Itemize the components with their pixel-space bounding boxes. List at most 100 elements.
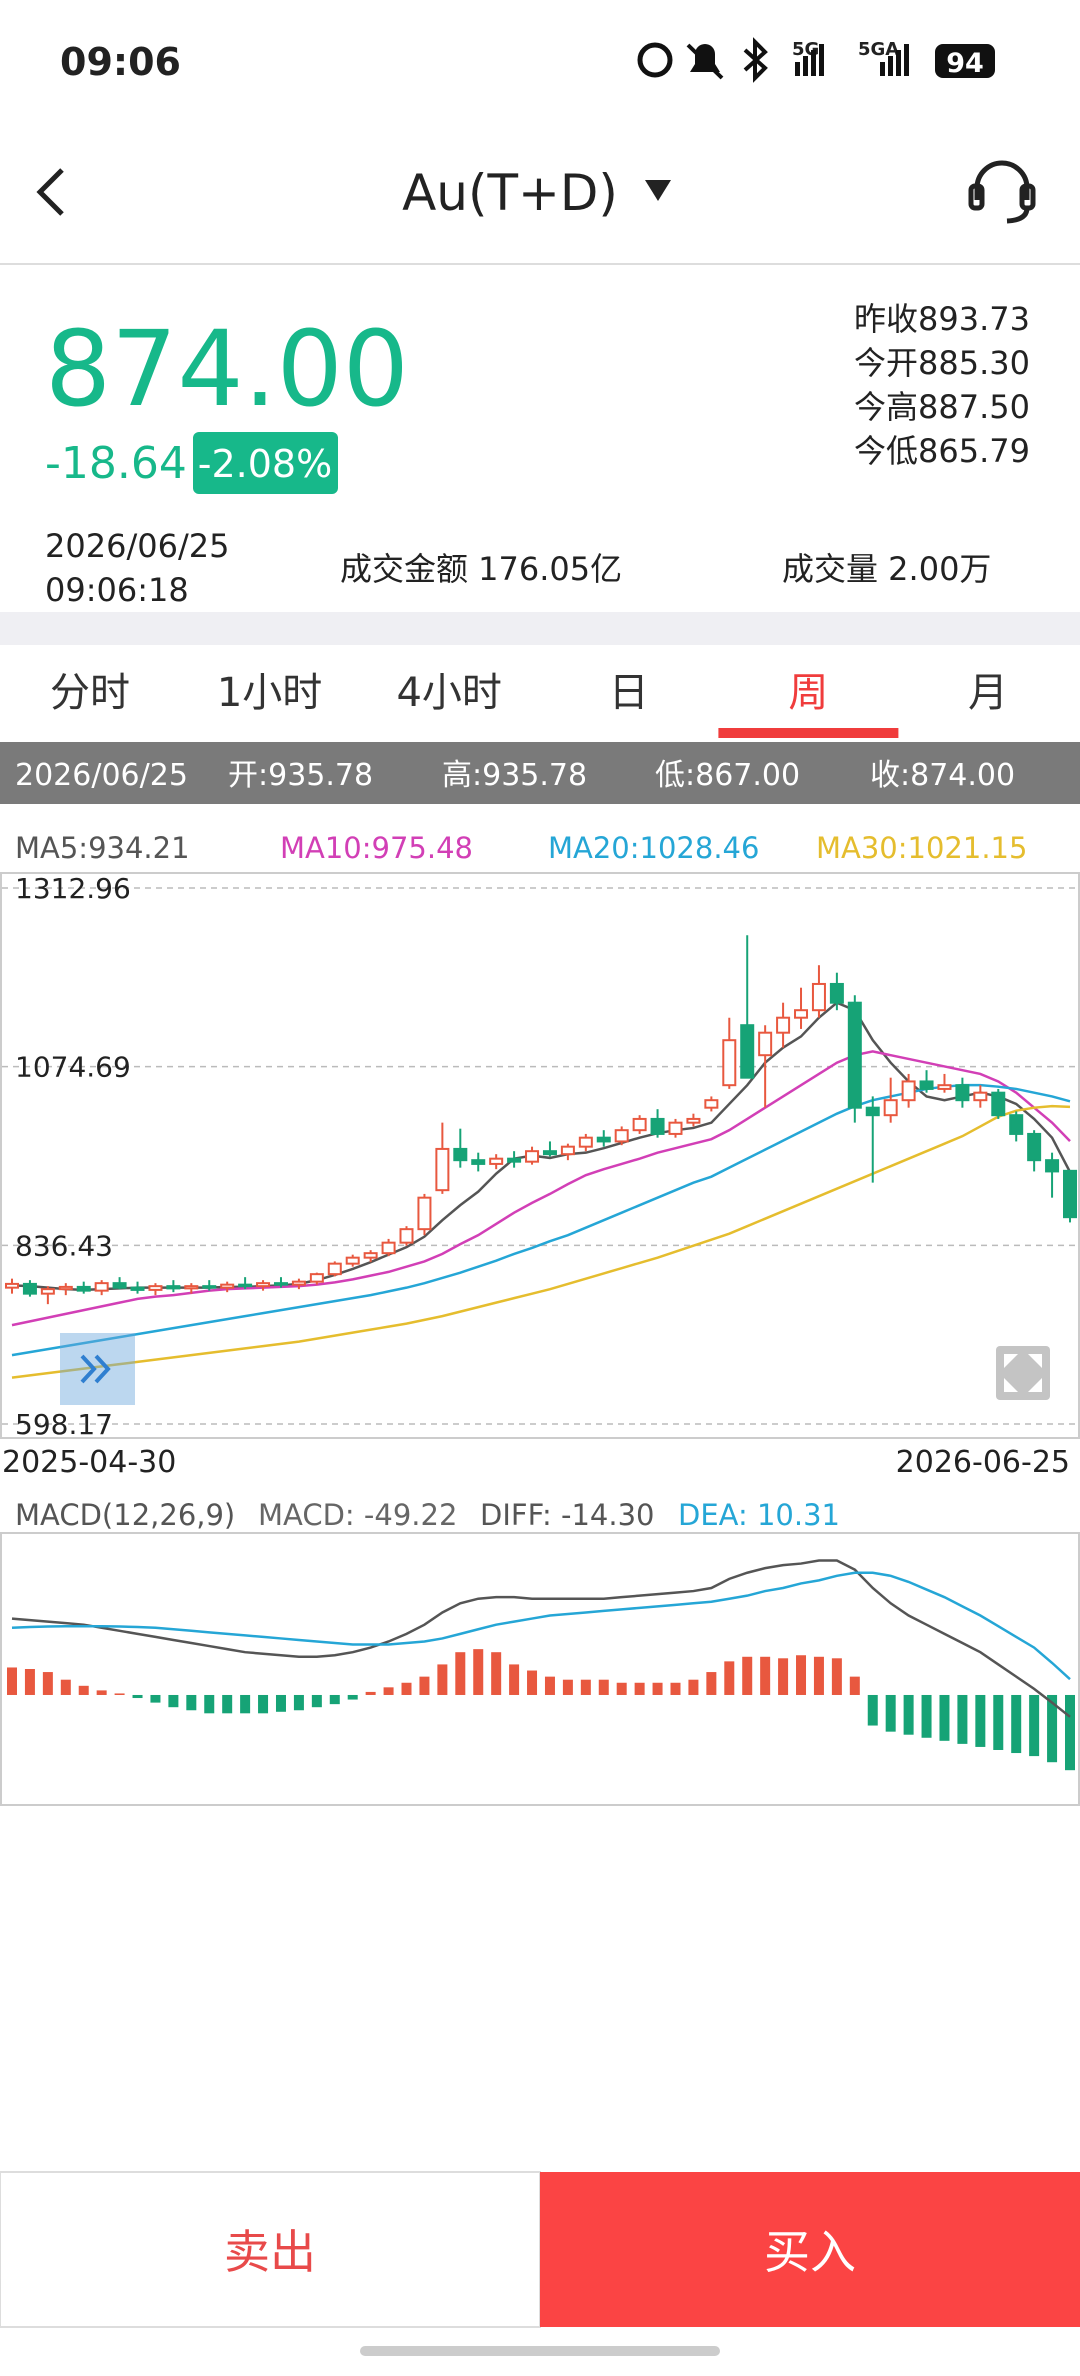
macd-bar	[419, 1676, 430, 1695]
tab[interactable]: 分时	[50, 670, 130, 716]
candle-body	[256, 1282, 271, 1288]
tab[interactable]: 4小时	[396, 670, 501, 716]
dropdown-arrow[interactable]	[645, 180, 671, 201]
macd-bar	[240, 1694, 251, 1714]
candle-body	[811, 982, 826, 1012]
candle-body	[345, 1256, 360, 1265]
candle-body	[40, 1288, 55, 1295]
macd-bar	[1047, 1694, 1058, 1763]
y-tick-label: 598.17	[15, 1408, 113, 1441]
info-close: 收:874.00	[870, 758, 1015, 793]
macd-line	[11, 1559, 1071, 1718]
macd-bar	[652, 1682, 663, 1695]
macd-bar	[957, 1694, 968, 1744]
ma-line	[11, 1050, 1071, 1327]
back-button[interactable]	[36, 168, 64, 216]
candle-body	[525, 1150, 540, 1163]
macd-bar	[491, 1652, 502, 1695]
macd-bar	[293, 1694, 304, 1711]
candle-body	[794, 1009, 809, 1019]
macd-bar	[186, 1694, 197, 1711]
candle-body	[955, 1084, 970, 1102]
low: 今低865.79	[854, 432, 1030, 470]
scroll-button[interactable]	[60, 1333, 135, 1405]
candle-body	[381, 1241, 396, 1255]
sell-label[interactable]: 卖出	[224, 2225, 316, 2279]
macd-bar	[78, 1685, 89, 1695]
macd-bar	[258, 1694, 269, 1714]
tab-indicator	[718, 728, 899, 738]
candle-body	[596, 1136, 611, 1143]
candle-body	[363, 1252, 378, 1259]
info-bar	[0, 742, 1080, 804]
macd-bar	[760, 1656, 771, 1695]
buy-button[interactable]	[540, 2172, 1080, 2327]
candle-body	[650, 1117, 665, 1135]
candle-body	[435, 1147, 450, 1192]
legend-entry: DEA: 10.31	[678, 1498, 840, 1532]
battery-level: 94	[946, 48, 984, 79]
macd-bar	[132, 1694, 143, 1699]
macd-bar	[813, 1656, 824, 1695]
y-tick-label: 1074.69	[15, 1051, 131, 1084]
candle-body	[704, 1099, 719, 1109]
volume: 成交量 2.00万	[782, 550, 991, 588]
candle-body	[489, 1157, 504, 1165]
macd-bar	[1029, 1694, 1040, 1757]
macd-bar	[204, 1694, 215, 1714]
candle-body	[919, 1080, 934, 1090]
legend-entry: MA5:934.21	[15, 831, 190, 865]
candle-body	[148, 1285, 163, 1291]
home-indicator	[360, 2346, 720, 2356]
macd-bar	[114, 1693, 125, 1695]
candle-body	[238, 1283, 253, 1288]
candle-body	[166, 1285, 181, 1290]
candle-body	[560, 1145, 575, 1156]
macd-bar	[473, 1649, 484, 1695]
macd-bar	[598, 1679, 609, 1695]
candle-body	[184, 1285, 199, 1290]
macd-bar	[401, 1682, 412, 1695]
tab[interactable]: 日	[609, 670, 649, 716]
info-low: 低:867.00	[655, 758, 800, 793]
macd-bar	[867, 1694, 878, 1726]
macd-bar	[527, 1670, 538, 1695]
sell-button[interactable]	[0, 2171, 541, 2328]
macd-bar	[831, 1658, 842, 1695]
candle-body	[578, 1136, 593, 1148]
legend-entry: MA30:1021.15	[816, 831, 1027, 865]
macd-bar	[939, 1694, 950, 1741]
macd-bar	[437, 1664, 448, 1695]
candle-body	[847, 1001, 862, 1109]
price-frame	[0, 872, 1080, 1439]
candle-body	[1063, 1169, 1077, 1219]
candle-body	[1009, 1114, 1024, 1135]
tab[interactable]: 月	[968, 670, 1008, 716]
macd-bar	[7, 1667, 17, 1695]
tab[interactable]: 1小时	[217, 670, 322, 716]
support-icon[interactable]	[968, 160, 1036, 224]
macd-frame	[0, 1532, 1080, 1806]
info-high: 高:935.78	[442, 758, 587, 793]
spacer	[0, 612, 1080, 645]
header-title[interactable]: Au(T+D)	[402, 164, 618, 222]
macd-bar	[383, 1687, 394, 1695]
candle-body	[865, 1106, 880, 1117]
macd-bar	[885, 1694, 896, 1732]
buy-label[interactable]: 买入	[764, 2225, 856, 2279]
candle-body	[973, 1091, 988, 1102]
high: 今高887.50	[854, 388, 1030, 426]
candle-body	[453, 1147, 468, 1162]
signal	[795, 44, 824, 76]
prev-close: 昨收893.73	[854, 300, 1030, 338]
macd-bar	[60, 1679, 71, 1695]
price: 874.00	[45, 308, 409, 430]
macd-bar	[670, 1682, 681, 1695]
fullscreen-button[interactable]	[996, 1346, 1050, 1400]
macd-bar	[975, 1694, 986, 1747]
macd-bar	[275, 1694, 286, 1712]
tab[interactable]: 周	[788, 670, 828, 716]
candle-body	[112, 1282, 127, 1289]
candle-body	[776, 1016, 791, 1034]
candle-body	[1045, 1159, 1060, 1173]
